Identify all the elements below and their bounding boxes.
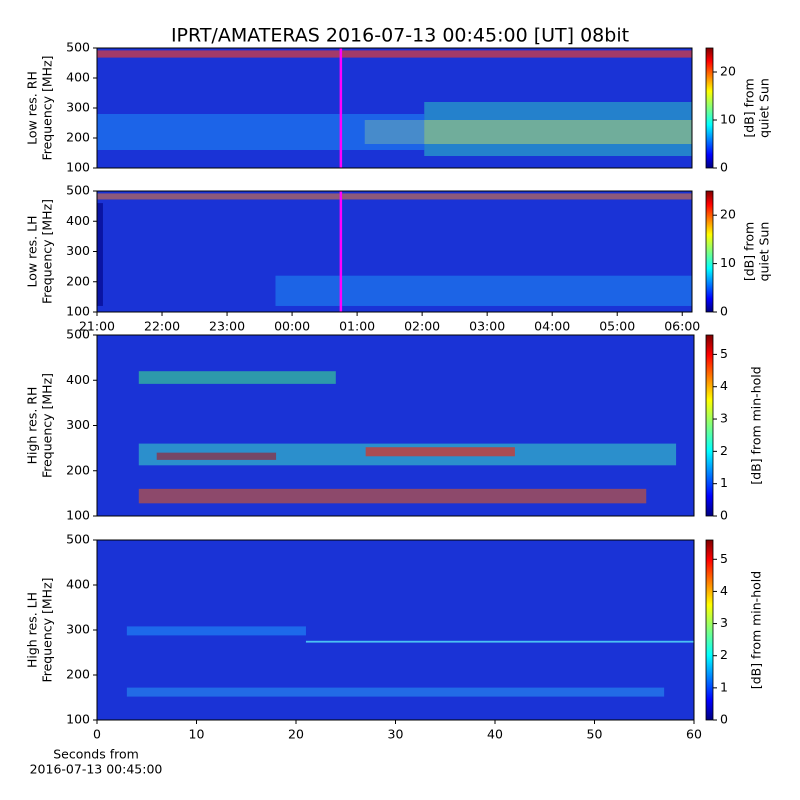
y-tick-label: 400 xyxy=(66,577,90,592)
y-tick-label: 100 xyxy=(66,160,90,175)
colorbar-tick-label: 0 xyxy=(720,508,728,523)
y-axis-label: Frequency [MHz] xyxy=(40,373,55,478)
heatmap-texture xyxy=(365,447,515,457)
colorbar-tick-label: 1 xyxy=(720,475,728,490)
colorbar-tick-label: 2 xyxy=(720,647,728,662)
y-axis-label: Frequency [MHz] xyxy=(40,577,55,682)
heatmap-texture xyxy=(97,114,425,150)
colorbar-label: [dB] from min-hold xyxy=(749,571,764,689)
x-tick-label: 04:00 xyxy=(534,319,570,334)
x-tick-label: 05:00 xyxy=(599,319,635,334)
y-tick-label: 200 xyxy=(66,273,90,288)
y-axis-label: Frequency [MHz] xyxy=(40,199,55,304)
x-tick-label: 01:00 xyxy=(339,319,375,334)
x-tick-label: 10 xyxy=(189,727,205,742)
y-tick-label: 400 xyxy=(66,70,90,85)
x-tick-label: 22:00 xyxy=(144,319,180,334)
colorbar-tick-label: 20 xyxy=(720,207,736,222)
x-axis-label: Seconds from xyxy=(53,747,139,762)
x-tick-label: 23:00 xyxy=(209,319,245,334)
colorbar-tick-label: 0 xyxy=(720,304,728,319)
y-tick-label: 300 xyxy=(66,100,90,115)
x-tick-label: 20 xyxy=(288,727,304,742)
heatmap-texture xyxy=(364,120,692,144)
x-tick-label: 03:00 xyxy=(469,319,505,334)
y-axis-label: High res. RH xyxy=(25,387,40,465)
y-tick-label: 300 xyxy=(66,622,90,637)
colorbar-tick-label: 5 xyxy=(720,346,728,361)
y-axis-label: Low res. RH xyxy=(25,71,40,145)
heatmap-texture xyxy=(424,102,692,156)
x-tick-label: 00:00 xyxy=(274,319,310,334)
y-tick-label: 400 xyxy=(66,372,90,387)
colorbar-label: [dB] from xyxy=(742,222,757,281)
heatmap-texture xyxy=(97,50,692,58)
x-axis-label: 2016-07-13 00:45:00 xyxy=(30,762,163,777)
colorbar-tick-label: 4 xyxy=(720,583,728,598)
colorbar-label: quiet Sun xyxy=(757,78,772,138)
y-tick-label: 300 xyxy=(66,243,90,258)
colorbar xyxy=(705,539,714,721)
heatmap-texture xyxy=(138,371,336,384)
colorbar-tick-label: 0 xyxy=(720,160,728,175)
x-tick-label: 40 xyxy=(487,727,503,742)
x-tick-label: 06:00 xyxy=(664,319,700,334)
colorbar-label: [dB] from min-hold xyxy=(749,366,764,484)
x-tick-label: 0 xyxy=(93,727,101,742)
heatmap-texture xyxy=(138,488,647,504)
figure-title: IPRT/AMATERAS 2016-07-13 00:45:00 [UT] 0… xyxy=(171,25,629,47)
y-tick-label: 500 xyxy=(66,40,90,55)
heatmap-texture xyxy=(305,640,694,643)
y-axis-label: Low res. LH xyxy=(25,216,40,288)
heatmap-texture xyxy=(97,193,692,200)
colorbar-tick-label: 1 xyxy=(720,679,728,694)
y-axis-label: Frequency [MHz] xyxy=(40,55,55,160)
colorbar xyxy=(705,334,714,517)
heatmap-texture xyxy=(126,687,665,697)
x-tick-label: 02:00 xyxy=(404,319,440,334)
y-axis-label: High res. LH xyxy=(25,592,40,668)
y-tick-label: 100 xyxy=(66,508,90,523)
x-tick-label: 50 xyxy=(587,727,603,742)
x-tick-label: 60 xyxy=(686,727,702,742)
colorbar-label: [dB] from xyxy=(742,78,757,137)
y-tick-label: 200 xyxy=(66,667,90,682)
y-tick-label: 100 xyxy=(66,712,90,727)
colorbar-tick-label: 3 xyxy=(720,615,728,630)
colorbar xyxy=(705,47,714,169)
heatmap-texture xyxy=(126,626,306,636)
colorbar-tick-label: 10 xyxy=(720,255,736,270)
colorbar-tick-label: 5 xyxy=(720,551,728,566)
y-tick-label: 300 xyxy=(66,417,90,432)
colorbar-tick-label: 2 xyxy=(720,443,728,458)
y-tick-label: 500 xyxy=(66,183,90,198)
colorbar-tick-label: 10 xyxy=(720,112,736,127)
x-tick-label: 21:00 xyxy=(79,319,115,334)
heatmap-texture xyxy=(97,203,103,306)
colorbar-tick-label: 20 xyxy=(720,64,736,79)
y-tick-label: 500 xyxy=(66,532,90,547)
y-tick-label: 200 xyxy=(66,462,90,477)
heatmap-background xyxy=(97,335,694,516)
y-tick-label: 200 xyxy=(66,130,90,145)
y-tick-label: 400 xyxy=(66,213,90,228)
heatmap-background xyxy=(97,48,692,168)
colorbar-label: quiet Sun xyxy=(757,222,772,282)
heatmap-background xyxy=(97,191,692,312)
colorbar-tick-label: 4 xyxy=(720,378,728,393)
x-tick-label: 30 xyxy=(388,727,404,742)
y-tick-label: 500 xyxy=(66,327,90,342)
heatmap-texture xyxy=(156,452,277,460)
heatmap-texture xyxy=(275,275,692,306)
colorbar-tick-label: 0 xyxy=(720,712,728,727)
colorbar-tick-label: 3 xyxy=(720,411,728,426)
y-tick-label: 100 xyxy=(66,304,90,319)
colorbar xyxy=(705,190,714,313)
